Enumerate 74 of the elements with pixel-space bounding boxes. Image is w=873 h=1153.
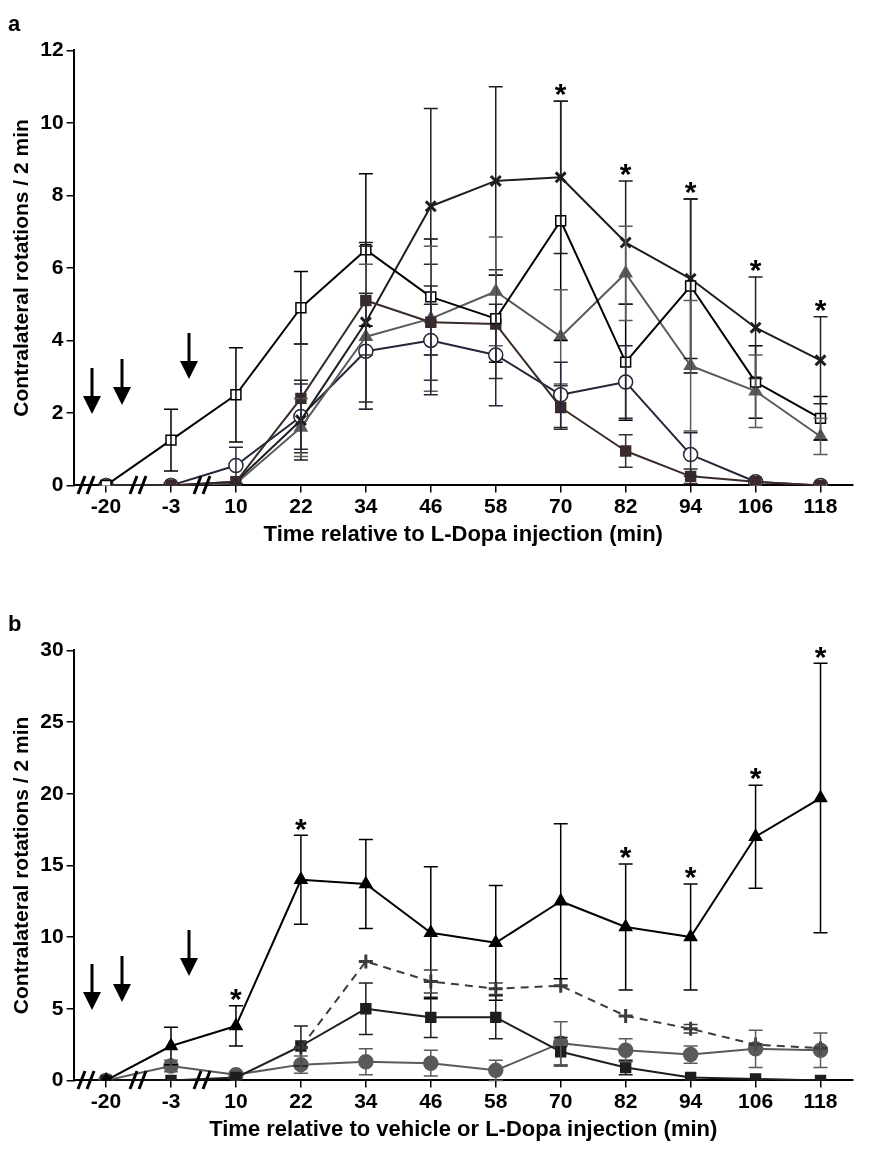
annotation: * <box>749 761 762 795</box>
y-tick-label: 10 <box>40 109 64 133</box>
x-tick-label: 46 <box>419 493 443 517</box>
x-axis-title: Time relative to vehicle or L-Dopa injection (min) <box>209 1115 718 1141</box>
x-tick-label: -3 <box>161 1088 181 1112</box>
x-tick-label: 94 <box>678 1088 703 1112</box>
point <box>618 265 633 278</box>
point <box>814 353 827 367</box>
annotation: * <box>554 77 567 111</box>
y-tick-label: 10 <box>40 923 64 947</box>
x-tick-label: 10 <box>224 1088 248 1112</box>
x-tick-label: 58 <box>484 1088 508 1112</box>
y-tick-label: 2 <box>51 399 64 423</box>
point <box>552 977 570 995</box>
point <box>554 170 568 184</box>
annotation: * <box>230 982 243 1016</box>
x-tick-label: -20 <box>90 1088 122 1112</box>
x-tick-label: 22 <box>289 1088 313 1112</box>
point <box>619 236 633 249</box>
annotation: * <box>619 157 632 191</box>
x-tick-label: 58 <box>484 493 508 517</box>
y-axis-title: Contralateral rotations / 2 min <box>9 716 33 1015</box>
annotation: * <box>684 860 697 894</box>
x-tick-label: 46 <box>419 1088 443 1112</box>
annotation: * <box>814 639 827 673</box>
annotation: * <box>295 811 308 845</box>
x-tick-label: 70 <box>549 493 573 517</box>
point <box>422 973 440 990</box>
y-tick-label: 5 <box>51 995 64 1019</box>
point <box>294 413 308 427</box>
point <box>357 952 375 970</box>
x-tick-label: 82 <box>613 1088 638 1112</box>
annotation: * <box>619 840 632 874</box>
x-tick-label: 94 <box>678 493 703 517</box>
x-tick-label: 118 <box>803 493 838 517</box>
point <box>619 445 632 457</box>
x-tick-label: 70 <box>549 1088 573 1112</box>
y-tick-label: 15 <box>40 852 64 876</box>
annotation: * <box>749 253 762 287</box>
y-tick-label: 8 <box>51 182 64 206</box>
y-axis-title: Contralateral rotations / 2 min <box>9 119 33 417</box>
point <box>230 1071 242 1081</box>
point <box>424 199 438 213</box>
x-tick-label: -3 <box>161 493 181 517</box>
x-tick-label: 10 <box>224 493 248 517</box>
y-tick-label: 30 <box>40 637 64 661</box>
x-tick-label: 82 <box>613 493 638 517</box>
y-tick-label: 20 <box>40 780 64 804</box>
x-tick-label: -20 <box>90 493 122 517</box>
y-tick-label: 0 <box>51 472 64 496</box>
y-tick-label: 25 <box>40 708 64 732</box>
chart-title: b <box>8 611 22 637</box>
y-tick-label: 12 <box>40 37 64 61</box>
point <box>682 1020 700 1038</box>
x-tick-label: 118 <box>803 1088 838 1112</box>
point <box>617 374 634 390</box>
point <box>684 1071 697 1081</box>
x-tick-label: 106 <box>738 1088 774 1112</box>
y-tick-label: 6 <box>51 254 64 278</box>
chart-title: a <box>8 11 21 37</box>
point <box>489 174 503 188</box>
y-tick-label: 0 <box>51 1067 64 1091</box>
x-tick-label: 106 <box>738 493 774 517</box>
x-axis-title: Time relative to L-Dopa injection (min) <box>263 520 663 546</box>
point <box>617 1042 634 1059</box>
point <box>682 446 699 463</box>
x-tick-label: 22 <box>289 493 313 517</box>
point <box>749 321 763 335</box>
annotation: * <box>814 293 827 327</box>
annotation: * <box>684 175 697 209</box>
x-tick-label: 34 <box>354 493 378 517</box>
point <box>617 1007 635 1025</box>
y-tick-label: 4 <box>51 327 64 351</box>
x-tick-label: 34 <box>354 1088 378 1112</box>
